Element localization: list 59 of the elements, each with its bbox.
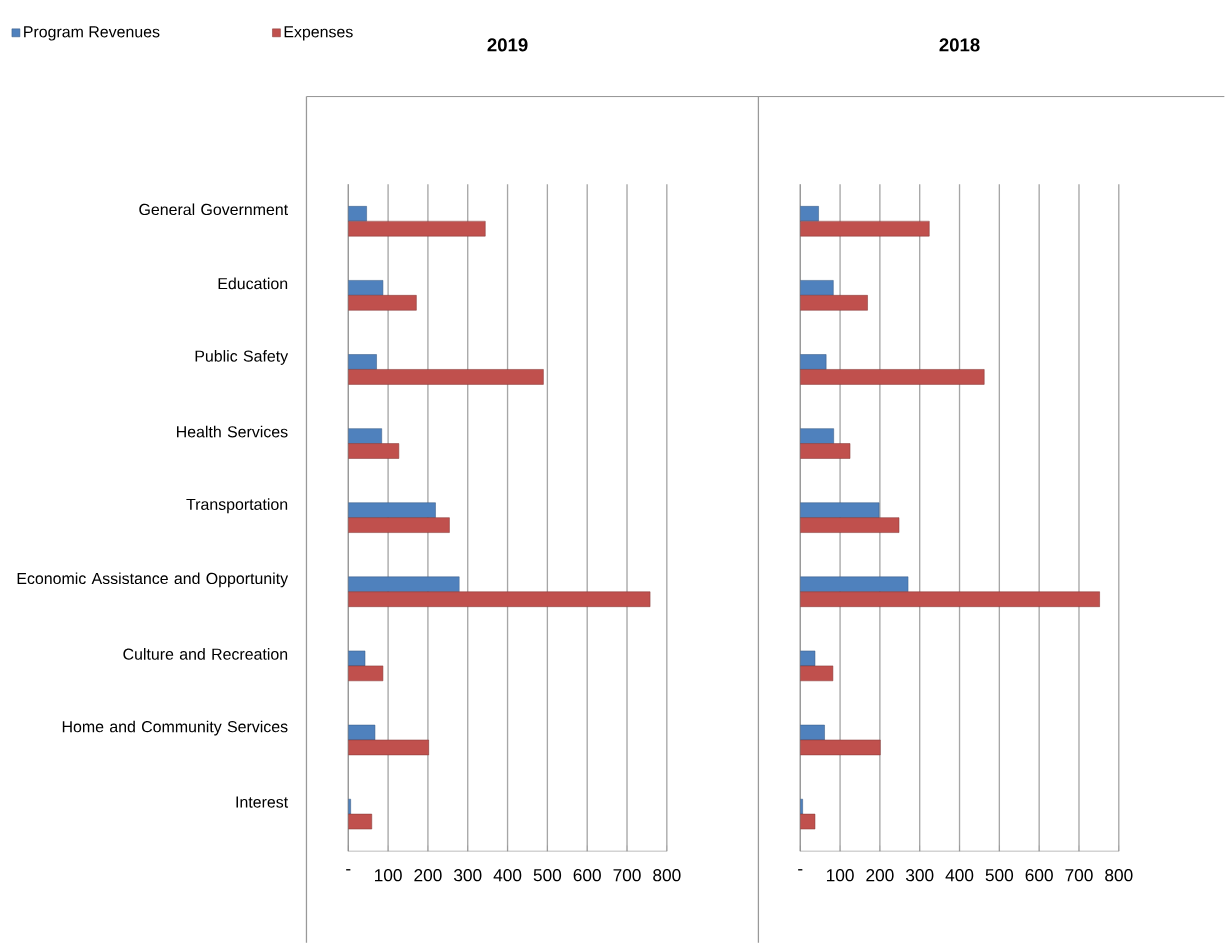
- y-tick-label: Health Services: [177, 425, 288, 438]
- bar: [800, 294, 868, 311]
- bar: [348, 576, 460, 592]
- bar: [348, 354, 377, 370]
- bar: [800, 354, 827, 370]
- y-tick-label: Education: [218, 277, 288, 290]
- x-tick-label: 400: [945, 868, 974, 882]
- bar: [348, 517, 450, 533]
- x-tick-label: 700: [613, 868, 641, 882]
- bar: [348, 294, 417, 311]
- x-tick-label: -: [346, 868, 351, 871]
- y-tick-label: Transportation: [186, 498, 288, 513]
- x-tick-label: 800: [1105, 868, 1133, 882]
- x-tick-label: 600: [1025, 868, 1053, 882]
- x-tick-label: 300: [454, 868, 482, 882]
- bar: [800, 502, 880, 518]
- x-tick-label: 100: [826, 868, 854, 882]
- bar: [348, 428, 382, 444]
- y-tick-label: Interest: [236, 796, 289, 808]
- bar: [348, 650, 366, 666]
- x-tick-label: 400: [493, 868, 522, 882]
- x-tick-label: 500: [533, 868, 562, 882]
- bar: [348, 368, 544, 385]
- y-tick-label: Public Safety: [195, 349, 289, 365]
- bar: [348, 205, 367, 222]
- x-tick-label: 200: [414, 868, 442, 882]
- bar: [800, 443, 851, 459]
- chart-title: 2018: [939, 38, 980, 52]
- bar: [800, 517, 900, 533]
- bar: [800, 428, 834, 444]
- bar: [800, 724, 825, 741]
- bar: [800, 368, 985, 385]
- bar: [800, 591, 1100, 607]
- bar: [348, 724, 376, 741]
- legend-label: Expenses: [284, 26, 353, 41]
- x-tick-label: 100: [375, 868, 402, 882]
- x-tick-label: 300: [905, 868, 934, 882]
- bar: [800, 220, 930, 237]
- x-tick-label: 500: [985, 868, 1014, 882]
- y-tick-label: Culture and Recreation: [123, 647, 288, 660]
- bar: [800, 205, 819, 222]
- bar: [348, 443, 400, 459]
- bar: [800, 279, 834, 296]
- y-tick-label: Economic Assistance and Opportunity: [17, 572, 289, 588]
- bar: [348, 279, 384, 296]
- y-tick-label: Home and Community Services: [62, 720, 288, 736]
- bar: [348, 502, 436, 518]
- y-tick-label: General Government: [139, 203, 288, 215]
- bar: [348, 220, 486, 237]
- x-tick-label: 700: [1065, 868, 1093, 882]
- x-tick-label: 600: [573, 868, 601, 882]
- x-tick-label: 200: [866, 868, 894, 882]
- x-tick-label: 800: [653, 868, 681, 882]
- legend-label: Program Revenues: [24, 26, 160, 41]
- bar: [800, 650, 816, 666]
- chart-title: 2019: [487, 38, 528, 52]
- bar: [800, 576, 909, 592]
- x-tick-label: -: [798, 868, 803, 871]
- bar: [348, 591, 651, 607]
